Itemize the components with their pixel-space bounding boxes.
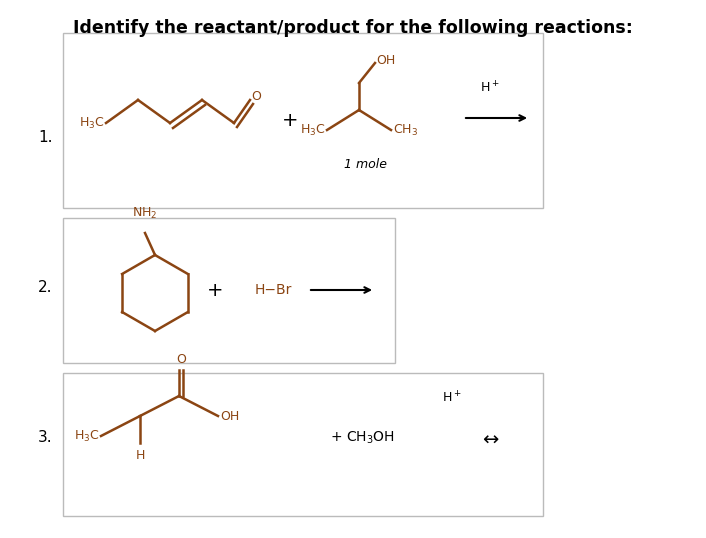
Text: H−Br: H−Br xyxy=(255,283,292,297)
Text: $\mathregular{CH_3}$: $\mathregular{CH_3}$ xyxy=(393,123,418,138)
Polygon shape xyxy=(63,218,395,363)
Text: 2.: 2. xyxy=(38,280,52,295)
Text: H: H xyxy=(136,449,145,462)
Text: OH: OH xyxy=(376,53,395,67)
Text: +: + xyxy=(207,280,223,300)
Text: $+\ \mathregular{CH_3OH}$: $+\ \mathregular{CH_3OH}$ xyxy=(330,430,395,446)
Text: H$\mathregular{^+}$: H$\mathregular{^+}$ xyxy=(480,80,500,96)
Text: 1.: 1. xyxy=(38,131,52,145)
Polygon shape xyxy=(63,373,543,516)
Text: $\mathregular{H_3C}$: $\mathregular{H_3C}$ xyxy=(74,428,100,443)
Text: 3.: 3. xyxy=(38,430,53,445)
Text: 1 mole: 1 mole xyxy=(344,159,386,172)
Text: OH: OH xyxy=(220,410,239,423)
Polygon shape xyxy=(63,33,543,208)
Text: $\mathregular{NH_2}$: $\mathregular{NH_2}$ xyxy=(132,206,157,221)
Text: $\mathregular{H_3C}$: $\mathregular{H_3C}$ xyxy=(301,123,326,138)
Text: $\mathregular{H_3C}$: $\mathregular{H_3C}$ xyxy=(80,116,105,131)
Text: Identify the reactant/product for the following reactions:: Identify the reactant/product for the fo… xyxy=(73,19,633,37)
Text: H$\mathregular{^+}$: H$\mathregular{^+}$ xyxy=(442,391,462,406)
Text: $\leftrightarrow$: $\leftrightarrow$ xyxy=(479,428,501,448)
Text: O: O xyxy=(176,353,186,366)
Text: O: O xyxy=(251,90,261,103)
Text: +: + xyxy=(282,110,298,130)
